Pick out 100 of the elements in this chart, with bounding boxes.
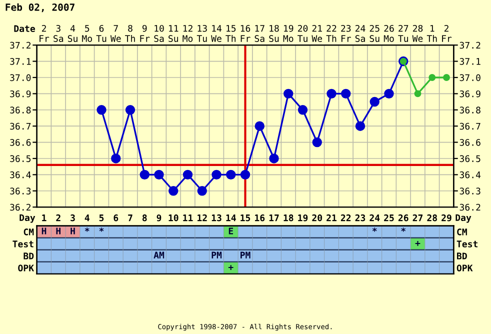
y-tick-label: 36.3 bbox=[10, 188, 31, 194]
x-tick-label: 16 Fr bbox=[240, 24, 250, 42]
y-tick-label: 37.0 bbox=[10, 74, 31, 82]
y2-tick-label: 36.3 bbox=[460, 188, 480, 194]
text: E bbox=[228, 228, 233, 234]
text: * bbox=[372, 228, 377, 232]
y-tick-label: 36.8 bbox=[10, 106, 31, 114]
x-tick-label: 15 bbox=[240, 214, 250, 222]
y-tick-label: 36.7 bbox=[10, 122, 31, 130]
x-tick-label: 25 bbox=[384, 214, 394, 222]
y2-tick-label: 37.2 bbox=[460, 42, 480, 49]
y-tick-label: 37.1 bbox=[10, 58, 31, 65]
y2-tick-label: 37.1 bbox=[460, 58, 480, 65]
x-tick-label: 4 bbox=[84, 214, 90, 222]
text: H bbox=[56, 228, 60, 234]
y2-tick-label: 36.5 bbox=[460, 155, 480, 162]
y2-tick-label: BD bbox=[457, 252, 467, 260]
x-tick-label: 29 bbox=[442, 214, 452, 222]
x-tick-label: 18 bbox=[284, 214, 294, 222]
text: AM bbox=[154, 252, 164, 258]
x-tick-label: 17 Sa bbox=[254, 25, 264, 42]
x-tick-label: 8 bbox=[142, 214, 147, 222]
x-tick-label: 18 Su bbox=[269, 24, 279, 42]
text: * bbox=[401, 228, 406, 232]
x-tick-label: 11 Su bbox=[168, 25, 178, 42]
y2-tick-label: 36.6 bbox=[460, 139, 480, 146]
x-axis-title: Date bbox=[14, 25, 36, 32]
x-tick-label: 28 We bbox=[412, 24, 423, 42]
x-tick-label: 26 Mo bbox=[384, 24, 394, 42]
text: + bbox=[415, 241, 420, 246]
x-tick-label: 20 bbox=[312, 214, 322, 222]
x-tick-label: 2 Fr bbox=[40, 24, 50, 42]
text: PM bbox=[240, 252, 250, 258]
y-tick-label: 36.6 bbox=[10, 139, 31, 146]
x-tick-label: 21 We bbox=[312, 24, 322, 42]
x-tick-label: 12 Mo bbox=[182, 24, 193, 42]
chart-title: Feb 02, 2007 bbox=[6, 3, 74, 12]
x-tick-label: 22 bbox=[340, 214, 351, 222]
x-tick-label: 13 Tu bbox=[196, 24, 207, 42]
x-tick-label: 9 bbox=[156, 214, 162, 222]
x-tick-label: 7 We bbox=[110, 25, 121, 42]
x-tick-label: 7 bbox=[128, 214, 132, 222]
x-tick-label: 15 Th bbox=[226, 25, 236, 42]
x-tick-label: 27 bbox=[412, 214, 423, 222]
x-tick-label: 13 bbox=[212, 214, 222, 222]
x-tick-label: 10 bbox=[168, 214, 178, 222]
x-tick-label: 1 bbox=[42, 214, 46, 222]
x-tick-label: 23 bbox=[355, 214, 366, 222]
y-tick-label: 36.2 bbox=[10, 204, 31, 211]
y2-tick-label: 37.0 bbox=[460, 74, 480, 82]
y-tick-label: BD bbox=[24, 252, 34, 260]
y2-tick-label: Test bbox=[456, 240, 478, 248]
x-tick-label: 10 Sa bbox=[154, 24, 164, 42]
x-tick-label: 6 bbox=[114, 214, 118, 222]
y-tick-label: 37.2 bbox=[10, 42, 31, 49]
x-tick-label: 27 Tu bbox=[398, 24, 408, 42]
y2-tick-label: 36.7 bbox=[460, 122, 480, 130]
x-tick-label: 3 bbox=[70, 214, 75, 222]
x-tick-label: 19 Mo bbox=[283, 24, 294, 42]
y2-tick-label: 36.2 bbox=[460, 204, 480, 211]
x-tick-label: 14 We bbox=[211, 25, 222, 42]
x-tick-label: 12 bbox=[198, 214, 207, 222]
x-tick-label: 23 Fr bbox=[341, 24, 351, 42]
x-tick-label: 28 bbox=[427, 214, 437, 222]
x-tick-label: 24 bbox=[370, 214, 380, 222]
x-tick-label: 24 Sa bbox=[355, 24, 366, 42]
x-tick-label: 21 bbox=[326, 214, 337, 222]
y-tick-label: Test bbox=[12, 240, 34, 248]
y-tick-label: 36.9 bbox=[10, 90, 31, 98]
x-tick-label: 6 Tu bbox=[96, 24, 106, 42]
x-tick-label: 14 bbox=[226, 214, 236, 222]
x-tick-label: 20 Tu bbox=[298, 24, 308, 42]
x-tick-label: 22 Th bbox=[326, 24, 336, 42]
text: H bbox=[42, 228, 46, 234]
y2-tick-label: OPK bbox=[456, 264, 473, 272]
x-tick-label: 5 bbox=[99, 214, 104, 222]
y2-tick-label: 36.8 bbox=[460, 106, 480, 114]
y-tick-label: OPK bbox=[18, 264, 34, 272]
y-tick-label: 36.4 bbox=[10, 171, 31, 178]
text: PM bbox=[212, 252, 222, 258]
text: * bbox=[84, 228, 90, 232]
x-tick-label: 16 bbox=[255, 214, 265, 222]
x-tick-label: 17 bbox=[269, 214, 279, 222]
text: H bbox=[70, 228, 75, 234]
x-tick-label: 11 bbox=[183, 214, 193, 222]
y2-tick-label: CM bbox=[457, 228, 467, 236]
y2-tick-label: 36.4 bbox=[460, 171, 481, 178]
x-tick-label: 3 Sa bbox=[54, 24, 64, 42]
y-tick-label: CM bbox=[24, 228, 34, 236]
x-tick-label: 2 bbox=[56, 214, 60, 222]
text: Day bbox=[456, 214, 472, 223]
y2-tick-label: 36.9 bbox=[460, 90, 480, 98]
text: * bbox=[99, 228, 104, 232]
x-tick-label: 26 bbox=[398, 214, 408, 222]
x-tick-label: 5 Mo bbox=[82, 25, 92, 42]
y-tick-label: 36.5 bbox=[10, 155, 31, 162]
x-tick-label: 19 bbox=[298, 214, 308, 222]
text: + bbox=[228, 265, 234, 270]
x-tick-label: 8 Th bbox=[125, 24, 135, 42]
x-axis-title: Day bbox=[20, 214, 36, 223]
